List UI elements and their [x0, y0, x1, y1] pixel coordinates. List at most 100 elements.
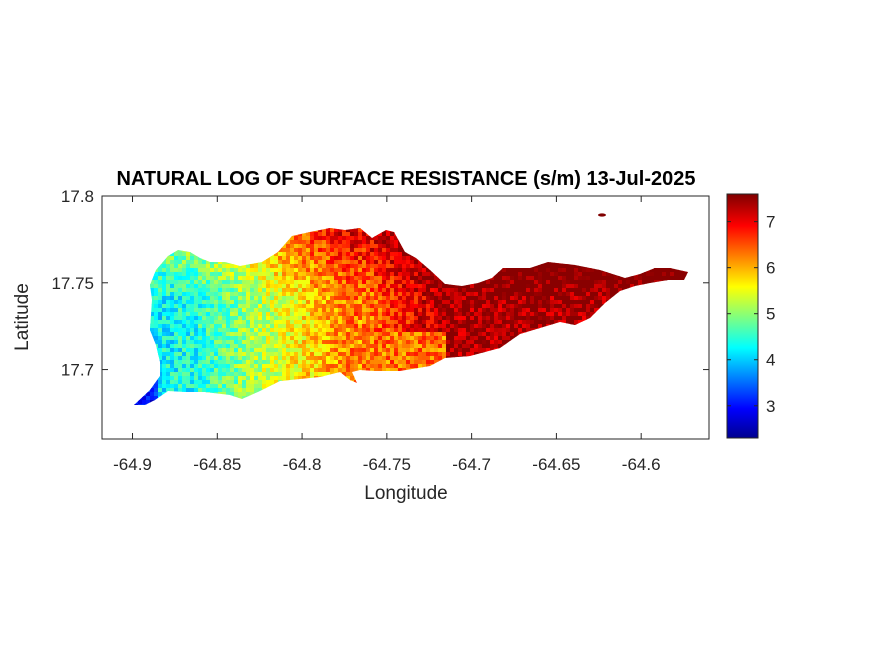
heatmap-cell — [246, 332, 251, 337]
heatmap-cell — [302, 344, 307, 349]
heatmap-cell — [414, 332, 419, 337]
heatmap-cell — [206, 348, 211, 353]
heatmap-cell — [322, 228, 327, 233]
heatmap-cell — [494, 292, 499, 297]
heatmap-cell — [378, 276, 383, 281]
heatmap-cell — [326, 348, 331, 353]
heatmap-cell — [418, 304, 423, 309]
heatmap-cell — [466, 308, 471, 313]
heatmap-cell — [470, 336, 475, 341]
heatmap-cell — [402, 344, 407, 349]
heatmap-cell — [230, 364, 235, 369]
heatmap-cell — [210, 388, 215, 393]
heatmap-cell — [374, 284, 379, 289]
heatmap-cell — [198, 352, 203, 357]
heatmap-cell — [242, 280, 247, 285]
heatmap-cell — [346, 260, 351, 265]
heatmap-cell — [482, 328, 487, 333]
heatmap-cell — [454, 340, 459, 345]
heatmap-cell — [390, 248, 395, 253]
heatmap-cell — [422, 336, 427, 341]
heatmap-cell — [402, 324, 407, 329]
heatmap-cell — [466, 304, 471, 309]
heatmap-cell — [426, 284, 431, 289]
heatmap-cell — [438, 284, 443, 289]
heatmap-cell — [322, 344, 327, 349]
heatmap-cell — [222, 324, 227, 329]
heatmap-cell — [162, 320, 167, 325]
heatmap-cell — [518, 304, 523, 309]
heatmap-cell — [382, 272, 387, 277]
heatmap-cell — [546, 280, 551, 285]
heatmap-cell — [218, 372, 223, 377]
heatmap-cell — [374, 336, 379, 341]
heatmap-cell — [158, 364, 163, 369]
heatmap-cell — [450, 320, 455, 325]
heatmap-cell — [222, 280, 227, 285]
heatmap-cell — [170, 292, 175, 297]
heatmap-cell — [366, 340, 371, 345]
heatmap-cell — [174, 260, 179, 265]
heatmap-cell — [238, 268, 243, 273]
heatmap-cell — [310, 292, 315, 297]
heatmap-cell — [314, 332, 319, 337]
heatmap-cell — [334, 244, 339, 249]
heatmap-cell — [422, 312, 427, 317]
heatmap-cell — [218, 316, 223, 321]
heatmap-cell — [150, 388, 155, 393]
heatmap-cell — [266, 316, 271, 321]
heatmap-cell — [426, 268, 431, 273]
heatmap-cell — [494, 320, 499, 325]
heatmap-cell — [330, 240, 335, 245]
heatmap-cell — [498, 336, 503, 341]
heatmap-cell — [202, 340, 207, 345]
heatmap-cell — [334, 320, 339, 325]
heatmap-cell — [458, 348, 463, 353]
heatmap-cell — [350, 336, 355, 341]
heatmap-cell — [254, 352, 259, 357]
heatmap-cell — [218, 388, 223, 393]
heatmap-cell — [222, 308, 227, 313]
heatmap-cell — [382, 292, 387, 297]
heatmap-cell — [278, 364, 283, 369]
heatmap-cell — [326, 256, 331, 261]
heatmap-cell — [378, 324, 383, 329]
heatmap-cell — [286, 284, 291, 289]
heatmap-cell — [358, 328, 363, 333]
heatmap-cell — [262, 276, 267, 281]
heatmap-cell — [162, 324, 167, 329]
heatmap-cell — [374, 256, 379, 261]
heatmap-cell — [382, 368, 387, 373]
heatmap-cell — [282, 284, 287, 289]
heatmap-cell — [534, 268, 539, 273]
heatmap-cell — [190, 272, 195, 277]
heatmap-cell — [450, 296, 455, 301]
heatmap-cell — [282, 352, 287, 357]
heatmap-cell — [222, 348, 227, 353]
heatmap-cell — [230, 336, 235, 341]
heatmap-cell — [174, 312, 179, 317]
heatmap-cell — [302, 236, 307, 241]
heatmap-cell — [258, 372, 263, 377]
heatmap-cell — [206, 268, 211, 273]
heatmap-cell — [250, 364, 255, 369]
heatmap-cell — [330, 320, 335, 325]
heatmap-cell — [378, 300, 383, 305]
heatmap-cell — [278, 308, 283, 313]
heatmap-cell — [334, 280, 339, 285]
heatmap-cell — [210, 260, 215, 265]
heatmap-cell — [162, 300, 167, 305]
heatmap-cell — [378, 256, 383, 261]
heatmap-cell — [150, 316, 155, 321]
heatmap-cell — [154, 304, 159, 309]
heatmap-cell — [398, 264, 403, 269]
heatmap-cell — [282, 372, 287, 377]
heatmap-cell — [238, 396, 243, 401]
heatmap-cell — [550, 288, 555, 293]
heatmap-cell — [334, 284, 339, 289]
heatmap-cell — [262, 328, 267, 333]
heatmap-cell — [246, 284, 251, 289]
heatmap-cell — [282, 304, 287, 309]
heatmap-cell — [542, 296, 547, 301]
heatmap-cell — [170, 324, 175, 329]
